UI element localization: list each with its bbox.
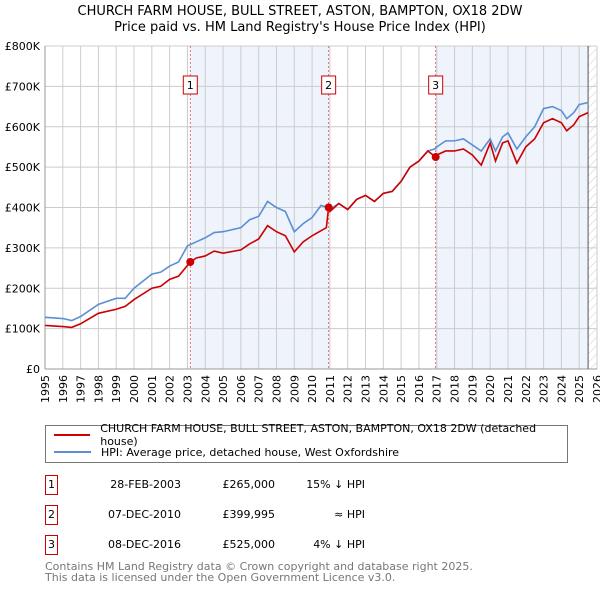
x-tick-label: 2015 bbox=[395, 375, 408, 403]
sale-label: 3 bbox=[432, 79, 439, 92]
x-tick-label: 1997 bbox=[75, 375, 88, 403]
x-tick-label: 2011 bbox=[324, 375, 337, 403]
plot-area: 1995 1996 1997 1998 1999 2000 2001 2002 2003 2004… bbox=[5, 40, 600, 403]
x-tick-label: 2025 bbox=[573, 375, 586, 403]
x-tick-label: 1999 bbox=[110, 375, 123, 403]
legend-swatch bbox=[54, 434, 91, 436]
footer-licence: This data is licensed under the Open Gov… bbox=[45, 571, 396, 584]
y-tick-label: £600K bbox=[5, 121, 41, 134]
sale-label-box bbox=[321, 75, 337, 95]
y-tick-label: £500K bbox=[5, 161, 41, 174]
sale-date: 07-DEC-2010 bbox=[107, 508, 181, 521]
x-tick-label: 2005 bbox=[217, 375, 230, 403]
sale-hpi: 15% ↓ HPI bbox=[306, 478, 365, 491]
y-tick-label: £300K bbox=[5, 242, 41, 255]
sale-row: 3 08-DEC-2016 £525,000 4% ↓ HPI bbox=[45, 535, 445, 557]
x-tick-label: 1995 bbox=[39, 375, 52, 403]
y-tick-label: £800K bbox=[5, 40, 41, 53]
property-price-line bbox=[44, 111, 589, 329]
sale-price: £265,000 bbox=[222, 478, 276, 491]
x-tick-label: 1998 bbox=[92, 375, 105, 403]
x-tick-label: 2021 bbox=[502, 375, 515, 403]
sale-row: 2 07-DEC-2010 £399,995 ≈ HPI bbox=[45, 505, 445, 527]
sale-marker bbox=[186, 258, 195, 267]
x-tick-label: 2001 bbox=[146, 375, 159, 403]
x-tick-label: 2016 bbox=[413, 375, 426, 403]
x-tick-label: 2007 bbox=[253, 375, 266, 403]
sale-marker bbox=[431, 153, 440, 162]
x-tick-label: 2019 bbox=[466, 375, 479, 403]
footer-copyright: Contains HM Land Registry data © Crown c… bbox=[45, 560, 473, 573]
x-tick-label: 2004 bbox=[199, 375, 212, 403]
y-tick-label: £0 bbox=[26, 363, 40, 376]
x-tick-label: 2014 bbox=[377, 375, 390, 403]
sale-hpi: 4% ↓ HPI bbox=[313, 538, 365, 551]
x-tick-label: 2000 bbox=[128, 375, 141, 403]
y-tick-label: £400K bbox=[5, 202, 41, 215]
sale-label-box bbox=[182, 75, 198, 95]
x-tick-label: 2008 bbox=[270, 375, 283, 403]
x-tick-label: 2006 bbox=[235, 375, 248, 403]
chart-title: CHURCH FARM HOUSE, BULL STREET, ASTON, B… bbox=[77, 4, 523, 19]
sale-label: 1 bbox=[187, 79, 194, 92]
sale-number: 3 bbox=[45, 535, 58, 555]
sale-date: 08-DEC-2016 bbox=[107, 538, 181, 551]
x-tick-label: 2026 bbox=[591, 375, 600, 403]
x-tick-label: 2003 bbox=[181, 375, 194, 403]
legend-label: CHURCH FARM HOUSE, BULL STREET, ASTON, B… bbox=[100, 422, 537, 448]
x-tick-label: 1996 bbox=[57, 375, 70, 403]
x-tick-label: 2023 bbox=[538, 375, 551, 403]
sale-label: 2 bbox=[325, 79, 332, 92]
y-tick-label: £200K bbox=[5, 282, 41, 295]
legend-label: HPI: Average price, detached house, West… bbox=[101, 445, 400, 459]
sale-row: 1 28-FEB-2003 £265,000 15% ↓ HPI bbox=[45, 475, 445, 497]
legend-item-property: CHURCH FARM HOUSE, BULL STREET, ASTON, B… bbox=[54, 422, 567, 448]
sale-label-box bbox=[428, 75, 444, 95]
sale-date: 28-FEB-2003 bbox=[110, 478, 181, 491]
sale-price: £525,000 bbox=[222, 538, 276, 551]
y-tick-label: £700K bbox=[5, 80, 41, 93]
x-tick-label: 2013 bbox=[360, 375, 373, 403]
x-tick-label: 2012 bbox=[342, 375, 355, 403]
chart-subtitle: Price paid vs. HM Land Registry's House … bbox=[114, 20, 486, 35]
sale-number: 1 bbox=[45, 475, 58, 495]
legend: CHURCH FARM HOUSE, BULL STREET, ASTON, B… bbox=[45, 422, 568, 463]
x-tick-label: 2022 bbox=[520, 375, 533, 403]
legend-swatch bbox=[54, 451, 91, 453]
x-tick-label: 2009 bbox=[288, 375, 301, 403]
y-tick-label: £100K bbox=[5, 323, 41, 336]
x-tick-label: 2010 bbox=[306, 375, 319, 403]
x-tick-label: 2024 bbox=[555, 375, 568, 403]
sale-price: £399,995 bbox=[222, 508, 276, 521]
x-tick-label: 2017 bbox=[431, 375, 444, 403]
x-tick-label: 2002 bbox=[164, 375, 177, 403]
sale-number: 2 bbox=[45, 505, 58, 525]
sale-hpi: ≈ HPI bbox=[334, 508, 365, 521]
sale-marker bbox=[324, 203, 333, 212]
legend-item-hpi: HPI: Average price, detached house, West… bbox=[54, 444, 399, 460]
x-tick-label: 2018 bbox=[449, 375, 462, 403]
x-tick-label: 2020 bbox=[484, 375, 497, 403]
